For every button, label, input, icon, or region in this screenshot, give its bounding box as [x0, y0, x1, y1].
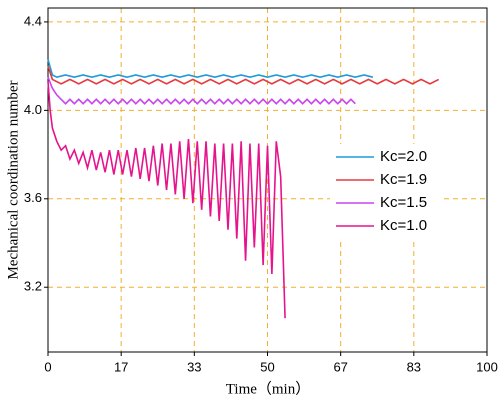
x-tick-label: 67: [333, 359, 347, 374]
series-line: [47, 76, 356, 105]
x-tick-label: 33: [187, 359, 201, 374]
series-line: [47, 65, 440, 85]
series-line: [47, 59, 374, 79]
x-axis-title: Time（min）: [226, 380, 310, 397]
y-tick-label: 3.2: [24, 279, 42, 294]
legend-label: Kc=2.0: [380, 148, 427, 165]
x-tick-label: 17: [114, 359, 128, 374]
x-tick-label: 0: [44, 359, 51, 374]
x-tick-label: 50: [260, 359, 274, 374]
y-tick-label: 4.4: [24, 13, 42, 28]
series-line: [47, 81, 286, 319]
legend-label: Kc=1.5: [380, 194, 427, 211]
plot-frame: [47, 7, 488, 353]
y-tick-label: 4.0: [24, 102, 42, 117]
x-tick-label: 83: [407, 359, 421, 374]
x-tick-label: 100: [476, 359, 498, 374]
legend-label: Kc=1.9: [380, 171, 427, 188]
y-tick-label: 3.6: [24, 190, 42, 205]
legend-label: Kc=1.0: [380, 217, 427, 234]
y-axis-title: Mechanical coordination number: [5, 80, 21, 279]
legend-box: [330, 144, 442, 238]
